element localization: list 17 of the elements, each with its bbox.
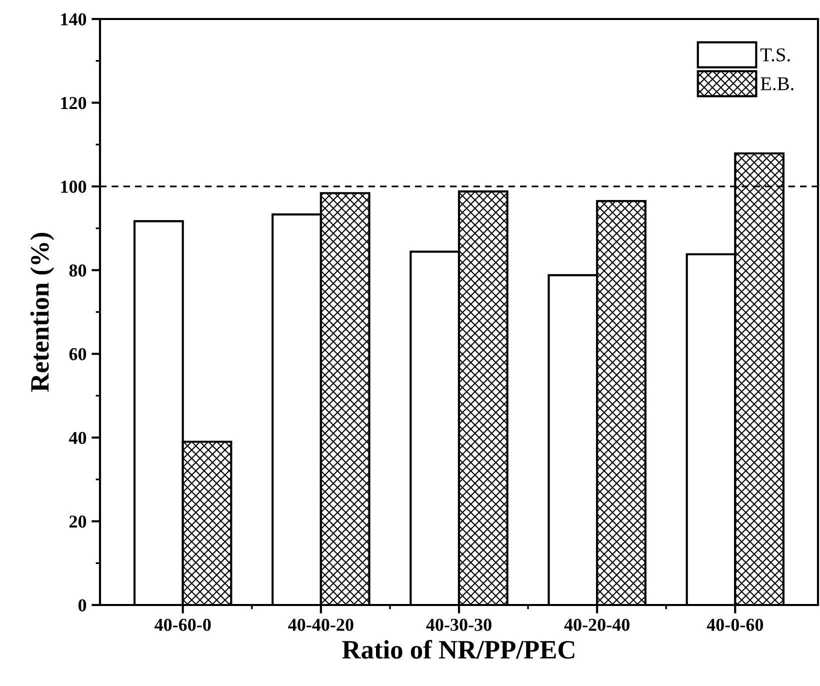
y-tick-label: 60 — [69, 348, 86, 360]
y-tick-label: 120 — [61, 96, 86, 110]
x-tick-label: 40-0-60 — [706, 618, 764, 631]
y-tick-label: 80 — [69, 264, 86, 277]
y-tick-label: 0 — [78, 599, 86, 612]
x-tick-label: 40-60-0 — [154, 618, 211, 631]
x-tick-label: 40-20-40 — [564, 618, 630, 631]
x-tick-label: 40-30-30 — [426, 618, 492, 631]
y-tick-label: 20 — [70, 516, 86, 528]
y-axis-title: Retention (%) — [30, 232, 54, 392]
x-axis-title: Ratio of NR/PP/PEC — [342, 640, 574, 659]
y-tick-label: 140 — [61, 13, 86, 26]
x-tick-label: 40-40-20 — [288, 618, 354, 631]
legend-label: T.S. — [760, 48, 790, 62]
y-tick-label: 40 — [69, 432, 86, 444]
y-tick-label: 100 — [61, 180, 86, 193]
legend-label: E.B. — [760, 77, 794, 90]
